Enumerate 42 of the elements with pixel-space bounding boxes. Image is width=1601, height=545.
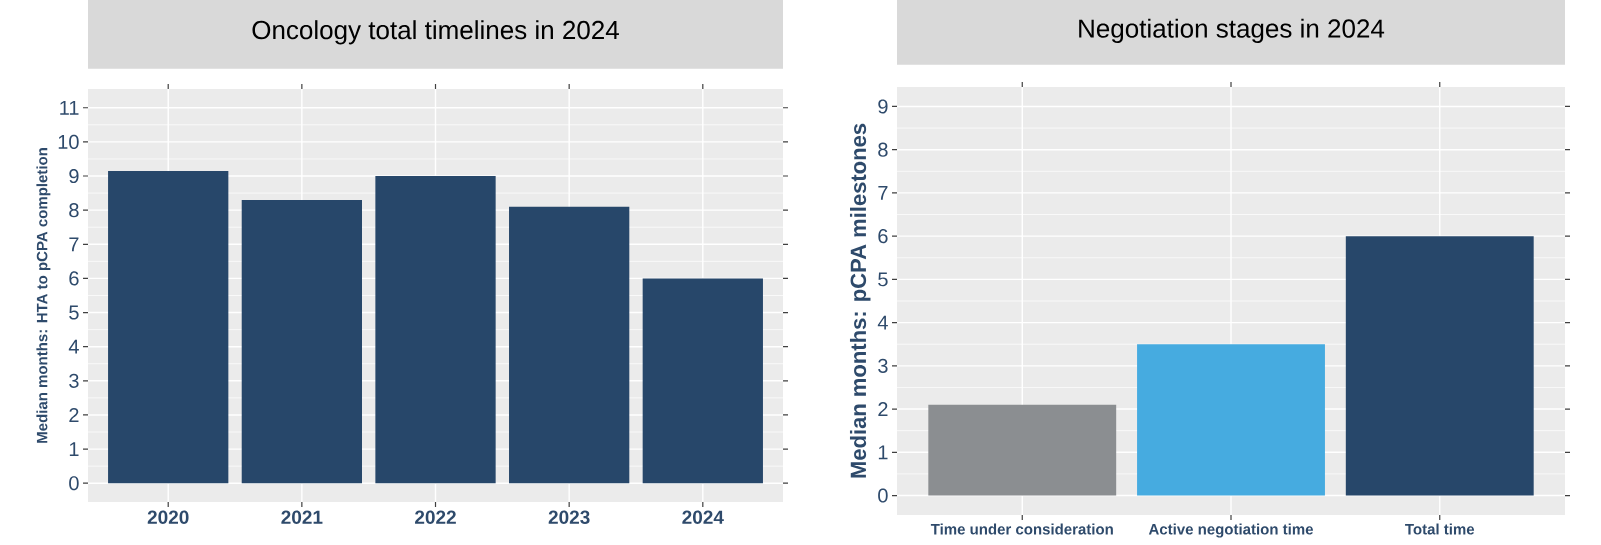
bar — [1345, 236, 1534, 496]
x-tick-label: Active negotiation time — [1148, 523, 1313, 538]
x-tick-label: 2023 — [548, 510, 590, 524]
x-tick-label: Total time — [1405, 523, 1475, 535]
y-tick-label: 3 — [69, 373, 79, 388]
x-tick-label: 2022 — [415, 510, 456, 524]
y-tick-label: 10 — [58, 134, 79, 149]
y-axis-title: Median months: pCPA milestones — [849, 123, 871, 478]
x-tick-label: 2020 — [147, 510, 189, 524]
bar — [642, 278, 763, 484]
y-tick-label: 7 — [878, 186, 888, 200]
bar — [375, 176, 496, 484]
bar — [241, 199, 362, 484]
y-tick-label: 2 — [69, 407, 79, 422]
y-tick-label: 9 — [878, 99, 888, 114]
y-tick-label: 7 — [69, 237, 79, 252]
y-tick-label: 0 — [69, 476, 79, 491]
y-tick-label: 6 — [69, 271, 79, 286]
y-tick-label: 1 — [69, 442, 79, 456]
bar — [928, 404, 1117, 496]
y-tick-label: 9 — [69, 168, 79, 184]
y-tick-label: 11 — [60, 100, 79, 115]
y-axis-title: Median months: HTA to pCPA completion — [36, 148, 51, 443]
y-tick-label: 8 — [878, 142, 888, 157]
y-tick-label: 5 — [69, 305, 79, 320]
y-tick-label: 8 — [69, 203, 79, 218]
bar — [108, 170, 229, 484]
y-tick-label: 4 — [877, 315, 888, 330]
bar — [509, 206, 630, 484]
x-tick-label: 2024 — [682, 510, 724, 524]
y-tick-label: 1 — [878, 445, 888, 460]
y-tick-label: 6 — [878, 229, 888, 244]
chart-title: Oncology total timelines in 2024 — [252, 20, 619, 45]
x-tick-label: 2021 — [281, 510, 323, 524]
chart-title: Negotiation stages in 2024 — [1079, 18, 1385, 43]
y-tick-label: 0 — [878, 488, 888, 503]
x-tick-label: Time under consideration — [930, 523, 1113, 535]
y-tick-label: 2 — [878, 402, 888, 417]
y-tick-label: 5 — [878, 272, 888, 287]
y-tick-label: 4 — [68, 339, 79, 354]
y-tick-label: 3 — [878, 358, 888, 373]
bar — [1137, 344, 1325, 496]
